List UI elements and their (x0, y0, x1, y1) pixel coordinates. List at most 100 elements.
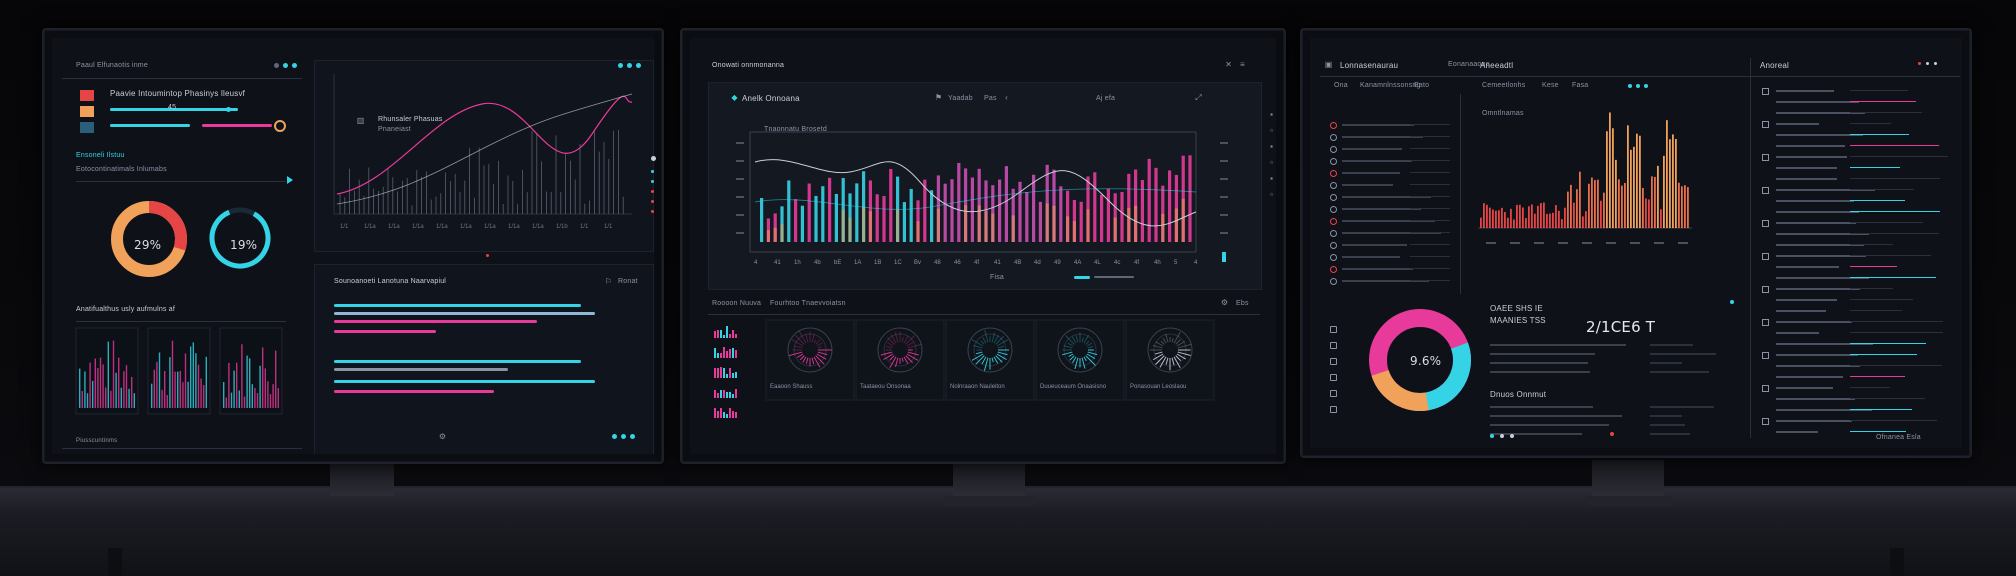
divider (1320, 76, 1960, 77)
scroll-handle[interactable] (1222, 252, 1226, 262)
app-icon: ▣ (1324, 60, 1333, 69)
gauge-ring (877, 327, 923, 373)
tab-ona[interactable]: Ona (1334, 82, 1348, 89)
list-line (1850, 90, 1908, 91)
gauge-tick (1085, 355, 1096, 366)
list-line (1776, 200, 1854, 202)
bar (1687, 187, 1689, 228)
play-icon[interactable] (287, 176, 293, 184)
bar (1059, 186, 1063, 242)
monitor-stand-left (330, 460, 394, 496)
bar (984, 180, 988, 242)
gauge-tick (1069, 355, 1075, 361)
gauge-tick (996, 353, 1007, 360)
gauge-tick (1152, 353, 1164, 361)
close-icon[interactable]: ✕ (1225, 60, 1232, 69)
toolbar-item[interactable]: Aj efa (1096, 95, 1116, 102)
mini-bar (125, 365, 128, 408)
mini-bar (717, 353, 719, 358)
log-line (1410, 136, 1450, 137)
progress-bar (334, 330, 436, 333)
list-icon (1762, 319, 1769, 326)
panel-dot[interactable] (627, 63, 632, 68)
chart-dot[interactable] (1636, 84, 1640, 88)
list-line (1850, 365, 1942, 366)
page-dot[interactable] (621, 434, 626, 439)
progress-bar (334, 380, 595, 383)
toolbar-item[interactable]: Yaadab (948, 95, 973, 102)
bar (1032, 174, 1036, 242)
gauge-tick (880, 351, 893, 356)
log-line (1342, 244, 1407, 246)
list-icon (1762, 154, 1769, 161)
page-dot[interactable] (612, 434, 617, 439)
page-dot[interactable] (1510, 434, 1514, 438)
mini-bar (726, 351, 728, 358)
panel-dot[interactable] (636, 63, 641, 68)
side-indicator (651, 210, 654, 213)
bar (1480, 217, 1482, 228)
bar (950, 179, 954, 242)
window-dot[interactable] (1934, 62, 1937, 65)
tab-main[interactable]: Kanamnlnssonsng (1360, 82, 1421, 89)
bar (1642, 187, 1644, 228)
mini-bar (236, 362, 238, 408)
chevron-left-icon[interactable]: ‹ (1005, 93, 1008, 102)
toolbar-item[interactable]: Pas (984, 95, 997, 102)
mini-bar (230, 392, 233, 408)
metric-label: OAEE SHS IE (1490, 304, 1543, 313)
gauge-tick (1171, 357, 1175, 366)
x-tick (1678, 242, 1688, 244)
side-icon[interactable]: ▫ (1270, 126, 1273, 135)
settings-icon[interactable]: ⚙ (438, 432, 447, 441)
side-icon[interactable]: ▪ (1270, 110, 1273, 119)
tab-eato[interactable]: Eato (1414, 82, 1430, 89)
list-line (1776, 387, 1833, 389)
window-dot[interactable] (292, 63, 297, 68)
gauge-tick (1165, 357, 1169, 365)
mini-bar (177, 371, 179, 408)
x-tick-label: 4h (1154, 260, 1161, 266)
chart-title: Tnaonnatu Brosetd (764, 126, 827, 133)
page-dot[interactable] (1500, 434, 1504, 438)
header-title: Paaul Elfunaotis inme (76, 62, 148, 69)
filter-icon[interactable]: ⚐ (604, 277, 613, 286)
metric-line (1490, 353, 1595, 355)
toolbar-icon[interactable]: ⚑ (934, 93, 943, 102)
side-icon[interactable]: ▪ (1270, 142, 1273, 151)
bar (1594, 180, 1596, 228)
side-icon[interactable]: ▫ (1270, 158, 1273, 167)
bar (970, 177, 974, 242)
gauge-tick (889, 356, 897, 368)
chart-dot[interactable] (1628, 84, 1632, 88)
panel-dot[interactable] (618, 63, 623, 68)
chart-dot[interactable] (1644, 84, 1648, 88)
settings-icon[interactable]: ⚙ (1220, 298, 1229, 307)
window-dot[interactable] (1918, 62, 1921, 65)
mini-bar (197, 364, 200, 408)
menu-icon[interactable]: ≡ (1240, 60, 1245, 69)
bar (1525, 218, 1527, 228)
mini-bar (205, 356, 207, 408)
gauge-tick (1087, 351, 1098, 356)
gauge-tick (1176, 353, 1186, 360)
gauge-ring (883, 333, 917, 367)
progress-bar (334, 320, 537, 323)
expand-icon[interactable]: ⤢ (1195, 93, 1202, 102)
side-icon[interactable]: ▪ (1270, 174, 1273, 183)
side-icon (1330, 390, 1337, 397)
list-icon (1762, 385, 1769, 392)
window-dot[interactable] (1926, 62, 1929, 65)
side-icon[interactable]: ▫ (1270, 190, 1273, 199)
gauge-tick (887, 337, 895, 345)
metric-line (1490, 415, 1622, 417)
window-dot[interactable] (274, 63, 279, 68)
bar (1627, 125, 1629, 228)
chart-icon[interactable]: ▥ (356, 116, 365, 125)
page-dot[interactable] (630, 434, 635, 439)
page-dot[interactable] (1490, 434, 1494, 438)
mini-bar (720, 367, 722, 378)
mini-bar (86, 393, 89, 408)
mini-bar (732, 373, 734, 378)
window-dot[interactable] (283, 63, 288, 68)
